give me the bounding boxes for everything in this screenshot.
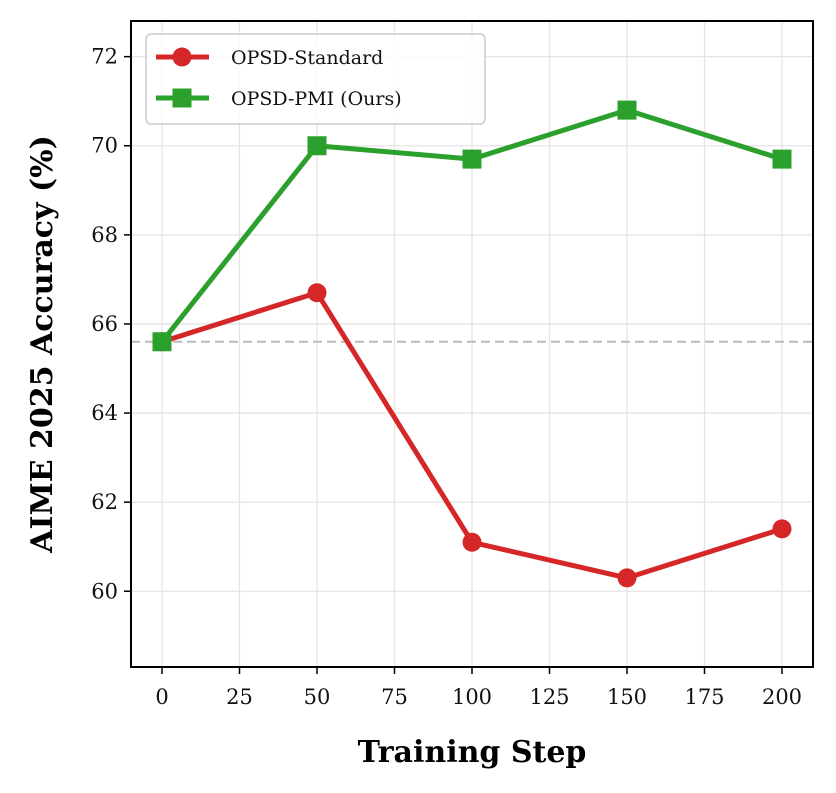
x-tick-label: 25 xyxy=(226,685,253,709)
legend-marker xyxy=(172,88,192,108)
data-point xyxy=(462,149,482,169)
axis-ticks: 0 25 50 75 100 125 150 175 200 60 62 64 66 68 70 72 xyxy=(91,45,802,709)
y-tick-label: 70 xyxy=(91,134,118,158)
series-group xyxy=(152,100,792,588)
x-tick-label: 150 xyxy=(607,685,647,709)
data-point xyxy=(772,519,792,539)
data-point xyxy=(152,332,172,352)
legend-marker xyxy=(172,47,192,67)
grid xyxy=(131,21,813,667)
y-tick-label: 60 xyxy=(91,579,118,603)
y-tick-label: 72 xyxy=(91,45,118,69)
x-tick-label: 50 xyxy=(304,685,331,709)
x-tick-label: 0 xyxy=(155,685,168,709)
x-tick-label: 75 xyxy=(381,685,408,709)
y-axis-title: AIME 2025 Accuracy (%) xyxy=(25,135,60,554)
legend: OPSD-Standard OPSD-PMI (Ours) xyxy=(145,33,486,125)
series-2 xyxy=(152,100,792,352)
x-tick-label: 100 xyxy=(452,685,492,709)
x-tick-label: 175 xyxy=(684,685,724,709)
y-tick-label: 62 xyxy=(91,490,118,514)
data-point xyxy=(772,149,792,169)
legend-entry: OPSD-PMI (Ours) xyxy=(156,88,402,110)
legend-entry: OPSD-Standard xyxy=(156,47,383,69)
data-point xyxy=(307,283,327,303)
legend-box xyxy=(145,33,486,125)
data-point xyxy=(462,532,482,552)
x-axis-title: Training Step xyxy=(358,735,587,770)
y-tick-label: 66 xyxy=(91,312,118,336)
data-point xyxy=(617,568,637,588)
legend-label: OPSD-Standard xyxy=(231,47,383,69)
legend-label: OPSD-PMI (Ours) xyxy=(231,88,402,110)
x-tick-label: 125 xyxy=(529,685,569,709)
y-tick-label: 64 xyxy=(91,401,118,425)
data-point xyxy=(307,136,327,156)
data-point xyxy=(617,100,637,120)
x-tick-label: 200 xyxy=(762,685,802,709)
y-tick-label: 68 xyxy=(91,223,118,247)
